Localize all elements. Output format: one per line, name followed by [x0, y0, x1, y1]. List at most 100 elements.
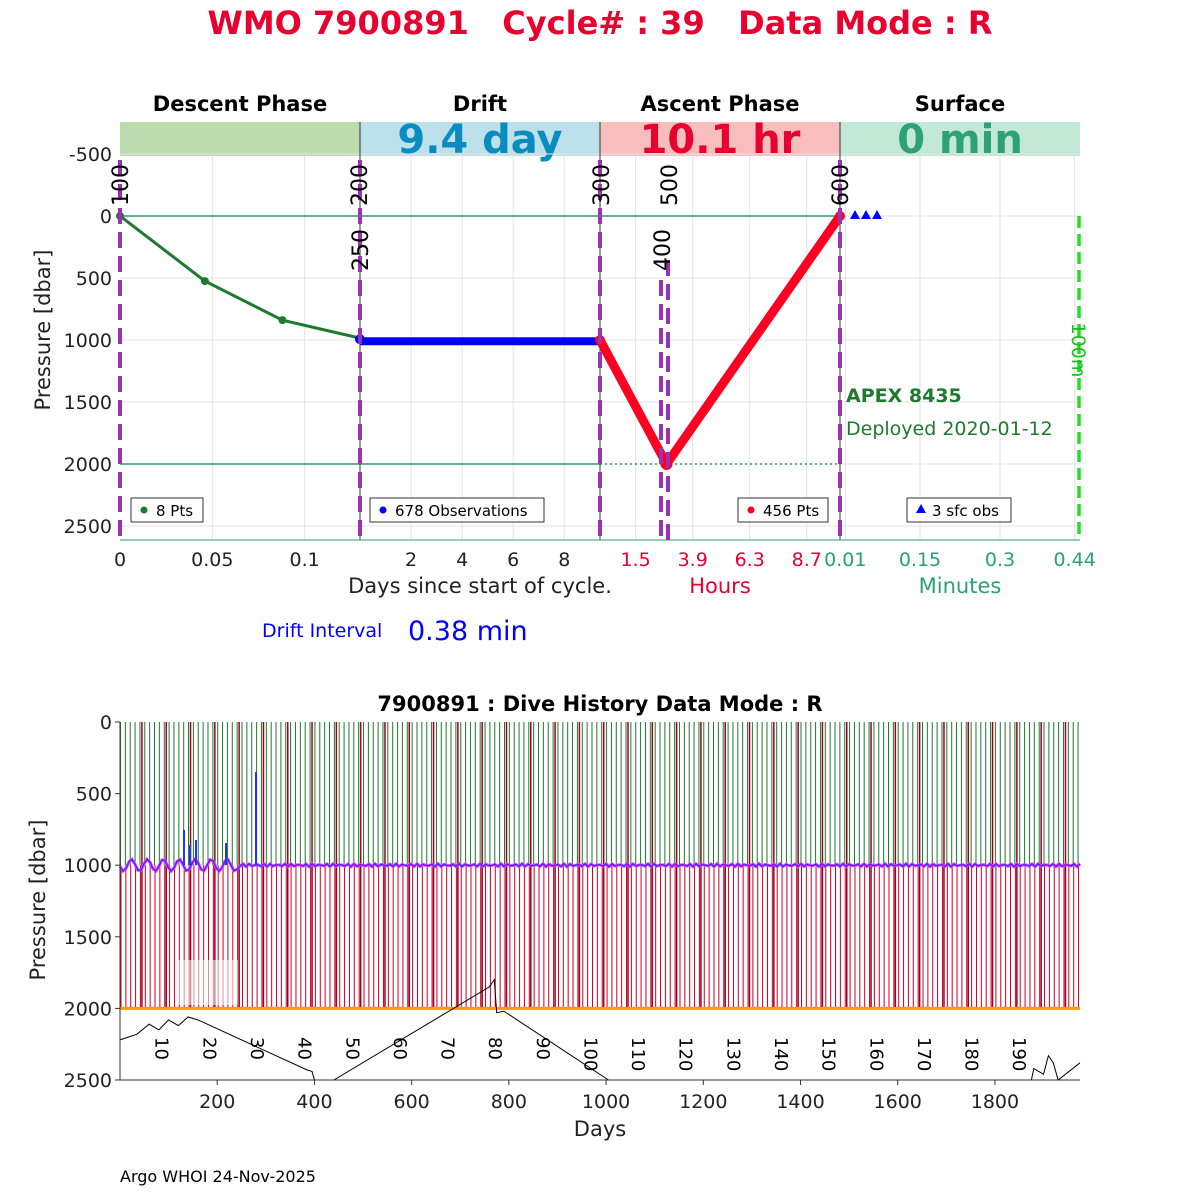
descent-point [278, 316, 287, 325]
x-tick-label: 0.1 [290, 549, 320, 571]
cycle-number-label: 130 [722, 1037, 743, 1071]
drift-pressure-trace [119, 858, 1081, 873]
x-tick-label: 6 [507, 549, 519, 571]
cycle-number-label: 20 [198, 1037, 219, 1060]
y-tick-label: 1500 [64, 392, 112, 414]
x-tick-label: 1800 [971, 1091, 1019, 1113]
x-tick-label: 4 [456, 549, 468, 571]
x-tick-label: 3.9 [678, 549, 708, 571]
x-tick-label: 200 [199, 1091, 235, 1113]
legend-ascent-label: 456 Pts [763, 502, 819, 520]
y-tick-label: 1000 [64, 855, 112, 877]
deployed-label: Deployed 2020-01-12 [846, 418, 1053, 440]
x-tick-label: 600 [394, 1091, 430, 1113]
y-tick-label: 2000 [64, 998, 112, 1020]
x-tick-label: 1400 [776, 1091, 824, 1113]
cycle-number-label: 150 [818, 1037, 839, 1071]
cycle-number-label: 60 [389, 1037, 410, 1060]
surface-point [861, 210, 871, 219]
x-tick-label: 1600 [874, 1091, 922, 1113]
history-title: 7900891 : Dive History Data Mode : R [377, 692, 822, 716]
x-axis-label-hours: Hours [689, 574, 751, 598]
event-label: 250 [349, 229, 374, 271]
legend-descent-label: 8 Pts [156, 502, 193, 520]
cycle-number-label: 10 [151, 1037, 172, 1060]
x-tick-label: 1000 [582, 1091, 630, 1113]
event-label: 300 [590, 164, 615, 206]
surface-point [872, 210, 882, 219]
history-y-axis-label: Pressure [dbar] [26, 820, 50, 981]
profile-gap [178, 960, 238, 1005]
cycle-number-label: 160 [865, 1037, 886, 1071]
legend-drift-marker [379, 506, 387, 514]
phase-value: 0 min [897, 117, 1023, 163]
cycle-number-label: 90 [532, 1037, 553, 1060]
x-tick-label: 0.01 [824, 549, 866, 571]
x-tick-label: 0 [114, 549, 126, 571]
y-tick-label: 1000 [64, 330, 112, 352]
x-tick-label: 0.3 [985, 549, 1015, 571]
y-tick-label: 500 [76, 784, 112, 806]
cycle-number-label: 30 [246, 1037, 267, 1060]
footer-credit: Argo WHOI 24-Nov-2025 [120, 1167, 316, 1186]
phase-name: Descent Phase [153, 92, 327, 116]
phase-value: 9.4 day [397, 117, 562, 163]
y-axis-label: Pressure [dbar] [31, 250, 55, 411]
cycle-number-label: 120 [675, 1037, 696, 1071]
legend-descent-marker [140, 506, 148, 514]
phase-band [840, 122, 1080, 156]
phase-name: Ascent Phase [641, 92, 800, 116]
apex-label: APEX 8435 [846, 385, 962, 407]
x-tick-label: 1200 [679, 1091, 727, 1113]
x-tick-label: 2 [405, 549, 417, 571]
x-tick-label: 8.7 [792, 549, 822, 571]
cycle-number-label: 100 [579, 1037, 600, 1071]
y-tick-label: 2000 [64, 454, 112, 476]
x-tick-label: 0.05 [191, 549, 233, 571]
drift-interval-value: 0.38 min [408, 616, 528, 647]
legend-ascent-marker [747, 506, 755, 514]
drift-band [360, 337, 600, 346]
figure-title: WMO 7900891 Cycle# : 39 Data Mode : R [208, 4, 993, 42]
descent-line [119, 214, 361, 340]
x-tick-label: 1.5 [621, 549, 651, 571]
x-tick-label: 8 [558, 549, 570, 571]
cycle-number-label: 110 [627, 1037, 648, 1071]
y-tick-label: 2500 [64, 1070, 112, 1092]
y-tick-label: 0 [100, 712, 112, 734]
dive-history-chart: 7900891 : Dive History Data Mode : R 10 20… [26, 692, 1082, 1141]
history-x-axis-label: Days [574, 1117, 626, 1141]
legend-drift-box [369, 497, 545, 523]
cycle-number-label: 70 [437, 1037, 458, 1060]
x-tick-label: 400 [296, 1091, 332, 1113]
cycle-number-label: 140 [770, 1037, 791, 1071]
descent-point [200, 277, 209, 286]
cycle-number-label: 170 [913, 1037, 934, 1071]
surface-point [850, 210, 860, 219]
y-tick-label: -500 [69, 144, 112, 166]
cycle-number-label: 40 [294, 1037, 315, 1060]
event-label: 500 [658, 164, 683, 206]
y-tick-label: 1500 [64, 927, 112, 949]
x-tick-label: 0.44 [1054, 549, 1096, 571]
y-tick-label: 0 [100, 206, 112, 228]
x-axis-label-days: Days since start of cycle. [348, 574, 612, 598]
phase-band [360, 122, 600, 156]
y-tick-label: 2500 [64, 516, 112, 538]
drift-interval-label: Drift Interval [262, 620, 382, 642]
bathymetry-trace [119, 978, 1081, 1081]
event-label: 200 [348, 164, 373, 206]
cycle-number-label: 180 [961, 1037, 982, 1071]
cycle-number-label: 190 [1008, 1037, 1029, 1071]
phase-name: Surface [915, 92, 1005, 116]
phase-band [120, 122, 360, 156]
legend-surface-label: 3 sfc obs [932, 502, 999, 520]
event-label: 100 [109, 164, 134, 206]
event-label: 600 [829, 164, 854, 206]
surface-marker-label: 100m [1067, 323, 1089, 378]
phase-band [600, 122, 840, 156]
x-tick-label: 6.3 [735, 549, 765, 571]
phase-name: Drift [453, 92, 507, 116]
